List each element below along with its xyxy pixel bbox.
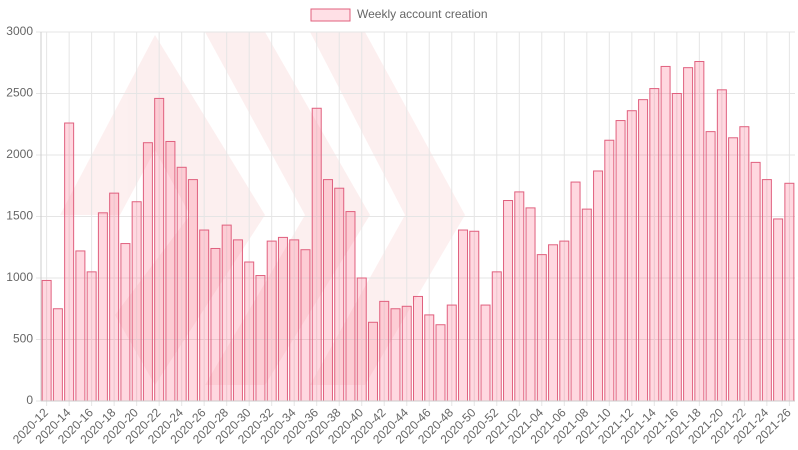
bar (604, 139, 615, 402)
y-tick-label: 1000 (6, 270, 33, 284)
bar (41, 279, 52, 402)
bar (322, 179, 333, 402)
bar (412, 295, 424, 402)
bar (761, 179, 772, 402)
bar (221, 224, 232, 402)
bar (52, 308, 63, 402)
bar (390, 308, 401, 402)
bar (289, 239, 300, 402)
bar (638, 99, 649, 402)
bar (401, 305, 412, 402)
bar (750, 161, 761, 402)
bar (187, 179, 198, 402)
bar (277, 236, 288, 402)
bar (435, 324, 446, 402)
bar (469, 230, 480, 402)
bar (705, 131, 716, 402)
bar (728, 137, 739, 402)
y-tick-label: 500 (13, 332, 33, 346)
bar (120, 243, 131, 402)
bar (176, 166, 187, 402)
bar (266, 240, 277, 402)
bar (480, 304, 491, 402)
bar (683, 67, 694, 402)
bar (311, 107, 322, 402)
bar (300, 249, 311, 402)
bar (86, 271, 97, 402)
bar (109, 192, 120, 402)
bar (424, 314, 435, 402)
bar (649, 88, 660, 402)
bar (671, 93, 682, 402)
bar (232, 239, 243, 402)
bar (503, 200, 514, 402)
bar (367, 321, 378, 402)
bar (626, 110, 637, 402)
bar (773, 218, 784, 402)
bar (716, 89, 727, 402)
bar (334, 187, 345, 402)
bar (514, 191, 525, 402)
bar (559, 240, 570, 402)
bar (154, 97, 165, 402)
bar (199, 229, 210, 402)
y-tick-label: 2000 (6, 147, 33, 161)
legend-label: Weekly account creation (357, 7, 488, 21)
bar (131, 201, 142, 402)
bar (75, 250, 86, 402)
bar (548, 244, 559, 402)
bar (581, 208, 592, 402)
y-tick-label: 1500 (6, 209, 33, 223)
bar (784, 182, 795, 402)
bar (345, 211, 356, 402)
bar (165, 140, 176, 402)
y-tick-label: 3000 (6, 24, 33, 38)
bar (446, 304, 457, 402)
bar (210, 247, 221, 402)
bar (255, 275, 266, 402)
bar (64, 122, 75, 402)
bar (536, 254, 547, 402)
bar (142, 142, 153, 402)
bar (615, 120, 626, 402)
y-tick-label: 0 (26, 393, 33, 407)
legend-swatch (310, 8, 351, 22)
bar (379, 300, 390, 402)
bar (660, 65, 671, 402)
bar (739, 126, 750, 402)
bar (694, 61, 705, 402)
bar (593, 170, 604, 402)
bar (570, 181, 581, 402)
bar (244, 261, 255, 402)
bar (525, 207, 536, 402)
bar (458, 229, 469, 402)
bar (97, 212, 108, 402)
bar (491, 271, 502, 402)
y-tick-label: 2500 (6, 86, 33, 100)
bar (356, 277, 367, 402)
